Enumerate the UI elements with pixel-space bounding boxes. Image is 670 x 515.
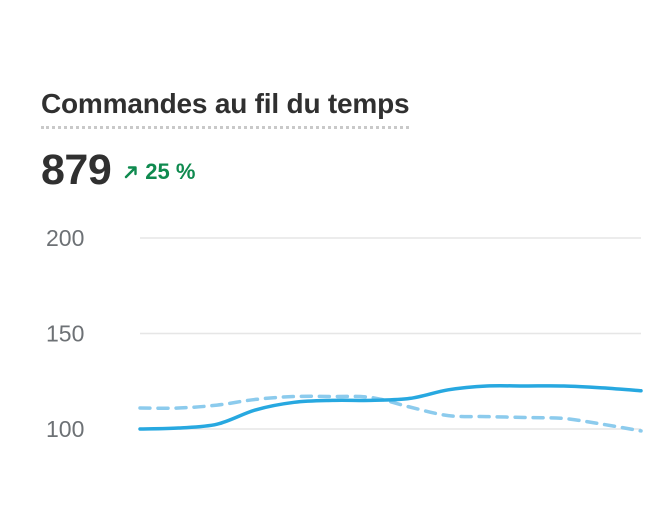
y-tick-label: 100 [46,416,84,442]
trend-percentage: 25 % [145,159,196,184]
y-tick-label: 200 [46,225,84,251]
card-title[interactable]: Commandes au fil du temps [41,88,410,129]
current-series-line[interactable] [138,383,643,431]
y-tick-label: 150 [46,321,84,347]
metric-value: 879 [41,145,112,194]
comparison-series-line[interactable] [138,394,643,433]
arrow-up-right-icon [125,166,137,179]
trend-badge: 25 % [123,159,195,185]
metric-row: 879 25 % [41,145,195,195]
